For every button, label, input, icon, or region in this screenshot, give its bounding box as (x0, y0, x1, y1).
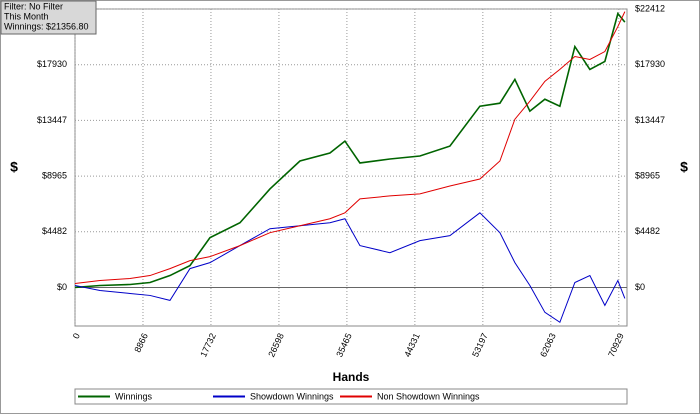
info-box (0, 0, 97, 35)
y-tick-label: $13447 (37, 115, 67, 125)
y2-tick-label: $13447 (635, 115, 665, 125)
series-line (74, 11, 626, 289)
x-axis-title: Hands (333, 370, 370, 384)
y-tick-label: $4482 (42, 226, 67, 236)
x-tick-label: 0 (71, 332, 82, 341)
y2-tick-label: $0 (635, 282, 645, 292)
y2-tick-label: $17930 (635, 59, 665, 69)
plot-area (74, 8, 628, 327)
series-line (74, 212, 626, 324)
y2-tick-label: $22412 (635, 3, 665, 13)
plot: $0 $0 $4482 $4482 $8965 $8965 $13447 $13447 $179… (37, 3, 665, 358)
y2-tick-label: $4482 (635, 226, 660, 236)
y2-tick-label: $8965 (635, 170, 660, 180)
y2-axis-title: $ (680, 159, 688, 175)
y-tick-label: $8965 (42, 170, 67, 180)
legend-label: Non Showdown Winnings (377, 391, 480, 401)
info-text: This Month (4, 11, 49, 21)
y-tick-label: $0 (57, 282, 67, 292)
series-line (74, 11, 626, 285)
legend-label: Winnings (115, 391, 153, 401)
legend-label: Showdown Winnings (250, 391, 334, 401)
y-tick-label: $17930 (37, 59, 67, 69)
y-axis-title: $ (10, 159, 18, 175)
info-text: Winnings: $21356.80 (4, 21, 89, 31)
info-text: Filter: No Filter (4, 1, 63, 11)
